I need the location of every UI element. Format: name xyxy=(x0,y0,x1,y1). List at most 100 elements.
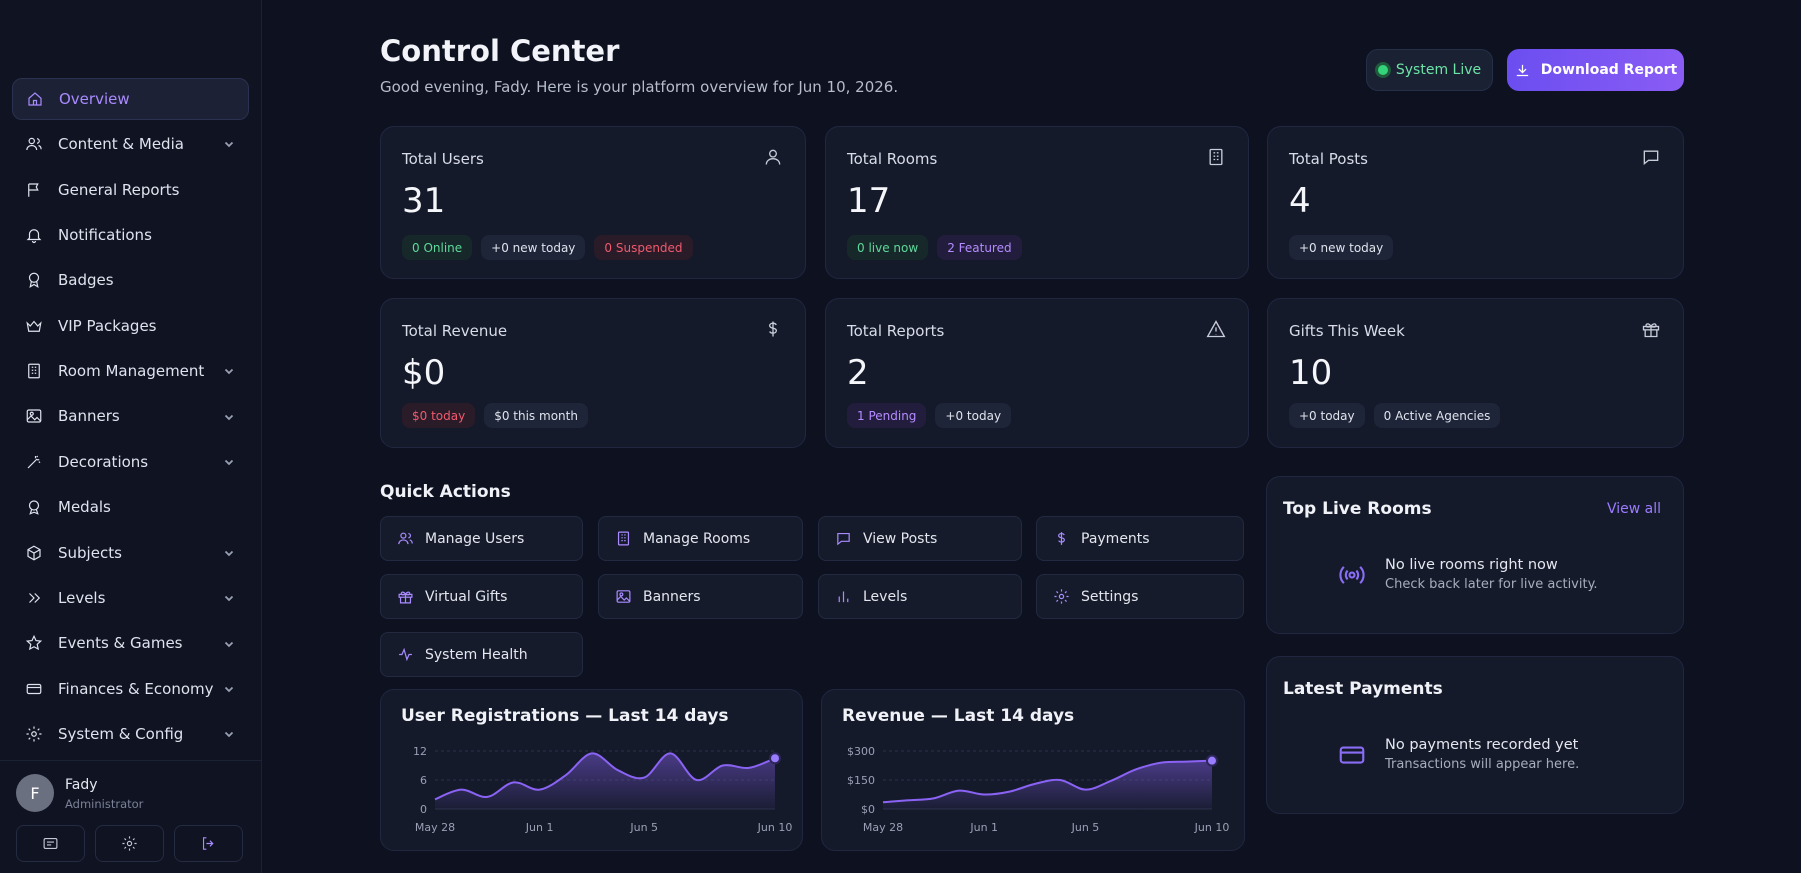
quick-action-label: Levels xyxy=(863,588,908,605)
y-tick-label: 6 xyxy=(420,774,427,787)
stat-pills: +0 new today xyxy=(1289,235,1394,260)
chevron-down-icon xyxy=(223,454,235,466)
quick-action-system-health[interactable]: System Health xyxy=(380,632,583,677)
bell-icon-wrap xyxy=(24,225,44,245)
stat-pill: +0 today xyxy=(1289,403,1365,428)
system-status-label: System Live xyxy=(1395,62,1482,78)
stat-card-gifts-this-week: Gifts This Week 10 +0 today 0 Active Agenci… xyxy=(1267,298,1684,448)
quick-action-manage-rooms[interactable]: Manage Rooms xyxy=(598,516,803,561)
sidebar-item-label: Badges xyxy=(58,271,114,290)
chevron-down-icon xyxy=(223,726,235,738)
image-icon xyxy=(616,590,631,603)
quick-action-label: Settings xyxy=(1081,588,1139,605)
sidebar-item-system-config[interactable]: System & Config xyxy=(12,713,249,755)
status-dot-icon xyxy=(1377,65,1388,75)
stat-value: $0 xyxy=(402,353,446,393)
stat-pill: 2 Featured xyxy=(937,235,1022,260)
sidebar-item-content-media[interactable]: Content & Media xyxy=(12,123,249,165)
sidebar-item-label: Overview xyxy=(59,89,130,108)
sidebar-item-badges[interactable]: Badges xyxy=(12,260,249,302)
crown-icon-wrap xyxy=(24,316,44,336)
sidebar-item-notifications[interactable]: Notifications xyxy=(12,214,249,256)
series-area xyxy=(883,760,1212,809)
user-panel: F Fady Administrator xyxy=(0,760,262,862)
sidebar-nav: Overview Content & Media General Reports No… xyxy=(12,78,249,759)
quick-action-levels[interactable]: Levels xyxy=(818,574,1022,619)
x-tick-label: May 28 xyxy=(863,821,903,834)
sidebar-item-vip-packages[interactable]: VIP Packages xyxy=(12,305,249,347)
stat-card-total-posts: Total Posts 4 +0 new today xyxy=(1267,126,1684,279)
download-report-button[interactable]: Download Report xyxy=(1507,49,1684,91)
page-subtitle: Good evening, Fady. Here is your platfor… xyxy=(380,78,899,96)
stat-label: Total Reports xyxy=(847,322,945,340)
medal-icon xyxy=(28,500,40,516)
chevron-down-icon xyxy=(223,590,235,602)
stat-card-total-users: Total Users 31 0 Online +0 new today 0 Suspe… xyxy=(380,126,806,279)
avatar[interactable]: F xyxy=(16,774,54,812)
settings-button[interactable] xyxy=(95,825,164,862)
stat-pill: 0 Suspended xyxy=(594,235,693,260)
stat-pill: 0 live now xyxy=(847,235,929,260)
quick-action-virtual-gifts[interactable]: Virtual Gifts xyxy=(380,574,583,619)
revenue-chart-card: Revenue — Last 14 days $0 $150 $300 May 28 J… xyxy=(821,689,1245,851)
sidebar-item-subjects[interactable]: Subjects xyxy=(12,532,249,574)
user-name: Fady xyxy=(65,777,98,793)
quick-action-settings[interactable]: Settings xyxy=(1036,574,1244,619)
live-rooms-empty-title: No live rooms right now xyxy=(1385,557,1558,573)
dollar-icon xyxy=(768,321,778,337)
sidebar-item-levels[interactable]: Levels xyxy=(12,577,249,619)
gear-icon xyxy=(1054,589,1069,604)
user-icon xyxy=(765,149,781,165)
message-icon xyxy=(837,532,850,546)
gear-icon xyxy=(26,726,42,742)
home-icon xyxy=(28,91,42,106)
page-title: Control Center xyxy=(380,34,620,68)
sidebar-item-events-games[interactable]: Events & Games xyxy=(12,623,249,665)
quick-action-label: Banners xyxy=(643,588,701,605)
x-tick-label: Jun 5 xyxy=(629,821,658,834)
card-icon xyxy=(1339,745,1365,764)
quick-action-view-posts[interactable]: View Posts xyxy=(818,516,1022,561)
sidebar-item-room-management[interactable]: Room Management xyxy=(12,350,249,392)
sidebar-item-banners[interactable]: Banners xyxy=(12,396,249,438)
sidebar-item-label: Subjects xyxy=(58,543,122,562)
building-icon xyxy=(28,363,40,379)
quick-action-banners[interactable]: Banners xyxy=(598,574,803,619)
sidebar-item-medals[interactable]: Medals xyxy=(12,487,249,529)
user-role: Administrator xyxy=(65,797,144,811)
wand-icon xyxy=(27,455,41,469)
stat-pill: 1 Pending xyxy=(847,403,927,428)
stat-pill: $0 today xyxy=(402,403,476,428)
chevron-down-icon xyxy=(223,636,235,648)
registrations-chart-title: User Registrations — Last 14 days xyxy=(401,706,729,726)
medal-icon-wrap xyxy=(24,497,44,517)
sidebar-item-finances-economy[interactable]: Finances & Economy xyxy=(12,668,249,710)
sidebar-item-decorations[interactable]: Decorations xyxy=(12,441,249,483)
stat-card-total-revenue: Total Revenue $0 $0 today $0 this month xyxy=(380,298,806,448)
stat-icon-wrap xyxy=(1206,319,1228,341)
stat-pills: 1 Pending +0 today xyxy=(847,403,1012,428)
quick-action-manage-users[interactable]: Manage Users xyxy=(380,516,583,561)
last-point-marker[interactable] xyxy=(769,752,781,765)
messages-button[interactable] xyxy=(16,825,85,862)
sidebar-item-general-reports[interactable]: General Reports xyxy=(12,169,249,211)
star-icon xyxy=(25,635,43,651)
view-all-link[interactable]: View all xyxy=(1606,501,1661,517)
stat-icon-wrap xyxy=(763,147,785,169)
chevron-down-icon xyxy=(223,681,235,693)
stat-card-total-rooms: Total Rooms 17 0 live now 2 Featured xyxy=(825,126,1249,279)
stat-pills: +0 today 0 Active Agencies xyxy=(1289,403,1501,428)
stat-pill: +0 today xyxy=(935,403,1012,428)
message-icon xyxy=(1643,150,1659,166)
last-point-marker[interactable] xyxy=(1206,754,1218,767)
stat-icon-wrap xyxy=(1206,147,1228,169)
sidebar-item-overview[interactable]: Overview xyxy=(12,78,249,120)
live-rooms-empty-sub: Check back later for live activity. xyxy=(1385,577,1598,592)
users-icon xyxy=(398,532,413,545)
latest-payments-card: Latest Payments No payments recorded yet… xyxy=(1266,656,1684,814)
stat-label: Gifts This Week xyxy=(1289,322,1405,340)
stat-pills: 0 Online +0 new today 0 Suspended xyxy=(402,235,693,260)
stat-icon-wrap xyxy=(1641,147,1663,169)
quick-action-payments[interactable]: Payments xyxy=(1036,516,1244,561)
logout-button[interactable] xyxy=(174,825,243,862)
